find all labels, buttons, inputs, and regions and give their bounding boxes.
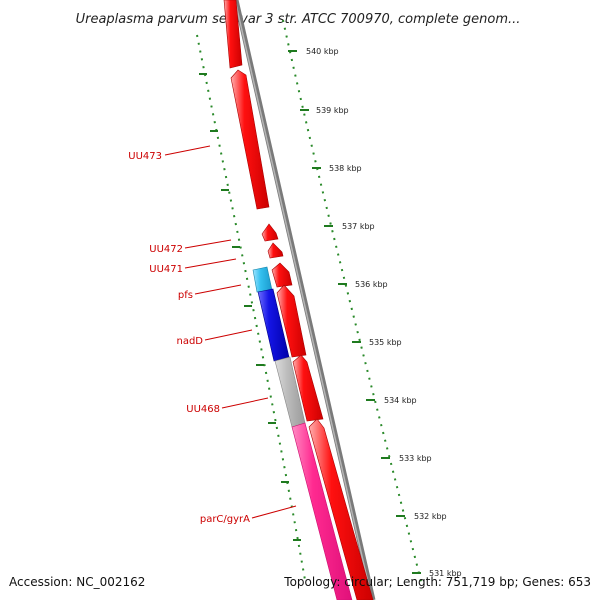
gene-label-UU471: UU471 [149,264,183,275]
gene-arrow-uu469 [276,284,307,358]
ruler-labels: 540 kbp 539 kbp 538 kbp 537 kbp 536 kbp … [306,47,462,578]
tick-label-536: 536 kbp [355,280,388,289]
genome-summary-text: Topology: circular; Length: 751,719 bp; … [283,575,591,589]
gene-label-UU468: UU468 [186,404,220,415]
gene-labels: UU473 UU472 UU471 pfs nadD UU468 parC/gy… [128,151,250,525]
tick-label-531: 531 kbp [429,569,462,578]
gene-arrow-uu467 [292,354,324,422]
map-title: Ureaplasma parvum serovar 3 str. ATCC 70… [76,12,521,27]
gene-label-nadD: nadD [176,336,203,347]
gene-parC-gyrA [291,422,353,600]
gene-label-parC-gyrA: parC/gyrA [200,514,250,525]
inner-strand-genes [252,266,353,600]
gene-label-pfs: pfs [178,290,193,301]
genome-backbone [233,0,376,600]
gene-label-UU473: UU473 [128,151,162,162]
tick-label-534: 534 kbp [384,396,417,405]
tick-label-533: 533 kbp [399,454,432,463]
tick-label-540: 540 kbp [306,47,339,56]
inner-dotted-track [196,34,306,581]
gene-arrow-uu466 [308,418,374,600]
inner-track-ticks [199,73,301,541]
gene-arrow-uu470 [271,262,293,288]
tick-label-535: 535 kbp [369,338,402,347]
gene-arrow-uu472 [261,223,279,242]
gene-pfs [252,266,273,293]
gene-arrow-uu471 [267,242,284,259]
label-leaders [164,145,297,519]
gene-label-UU472: UU472 [149,244,183,255]
tick-label-532: 532 kbp [414,512,447,521]
tick-label-539: 539 kbp [316,106,349,115]
outer-strand-genes [223,0,374,600]
tick-label-537: 537 kbp [342,222,375,231]
accession-text: Accession: NC_002162 [9,575,145,589]
tick-label-538: 538 kbp [329,164,362,173]
gene-arrow-uu473 [230,69,270,210]
gene-arrow-uu474 [223,0,243,69]
ruler-ticks [288,50,421,574]
